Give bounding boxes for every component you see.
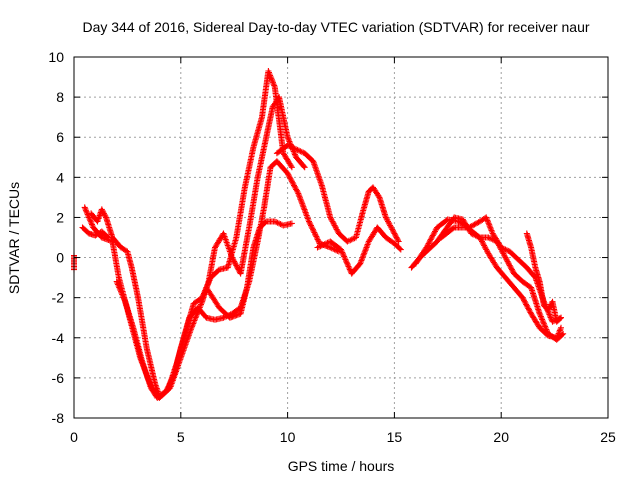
data-points: [412, 214, 565, 325]
plot-frame: [73, 56, 609, 419]
data-points: [81, 94, 308, 401]
y-tick-label: -4: [52, 330, 65, 346]
data-points: [523, 230, 565, 325]
y-tick-label: -6: [52, 370, 65, 386]
data-points: [314, 224, 404, 277]
data-points: [88, 68, 295, 399]
x-tick-label: 15: [387, 429, 403, 445]
series-track-8: [412, 214, 565, 325]
y-tick-label: -2: [52, 290, 65, 306]
series-track-9: [438, 224, 565, 341]
data-points: [273, 142, 402, 245]
y-tick-label: 2: [56, 209, 64, 225]
y-axis-label: SDTVAR / TECUs: [6, 182, 22, 294]
series-track-4: [203, 218, 295, 321]
ticks-layer: 0 5 10 15 20 25 -8 -6 -4 -2 0 2 4 6 8 10: [48, 49, 616, 445]
y-tick-label: 10: [48, 49, 64, 65]
series-track-2: [88, 68, 295, 399]
series-track-1: [81, 94, 308, 401]
y-tick-label: 4: [56, 169, 64, 185]
x-tick-label: 25: [600, 429, 616, 445]
chart-title: Day 344 of 2016, Sidereal Day-to-day VTE…: [82, 19, 589, 35]
x-tick-label: 0: [70, 429, 78, 445]
series-track-11: [79, 224, 112, 241]
y-tick-label: 0: [56, 250, 64, 266]
x-tick-label: 10: [280, 429, 296, 445]
y-tick-label: 8: [56, 89, 64, 105]
x-tick-label: 5: [177, 429, 185, 445]
data-points: [203, 218, 295, 321]
x-tick-label: 20: [493, 429, 509, 445]
series-track-5: [273, 142, 402, 245]
series-track-6: [314, 224, 404, 277]
x-axis-label: GPS time / hours: [288, 458, 395, 474]
y-tick-label: -8: [52, 410, 65, 426]
data-points: [438, 224, 565, 341]
series-track-10: [523, 230, 565, 325]
data-layer: [71, 68, 567, 401]
y-tick-label: 6: [56, 129, 64, 145]
data-points: [79, 224, 112, 241]
